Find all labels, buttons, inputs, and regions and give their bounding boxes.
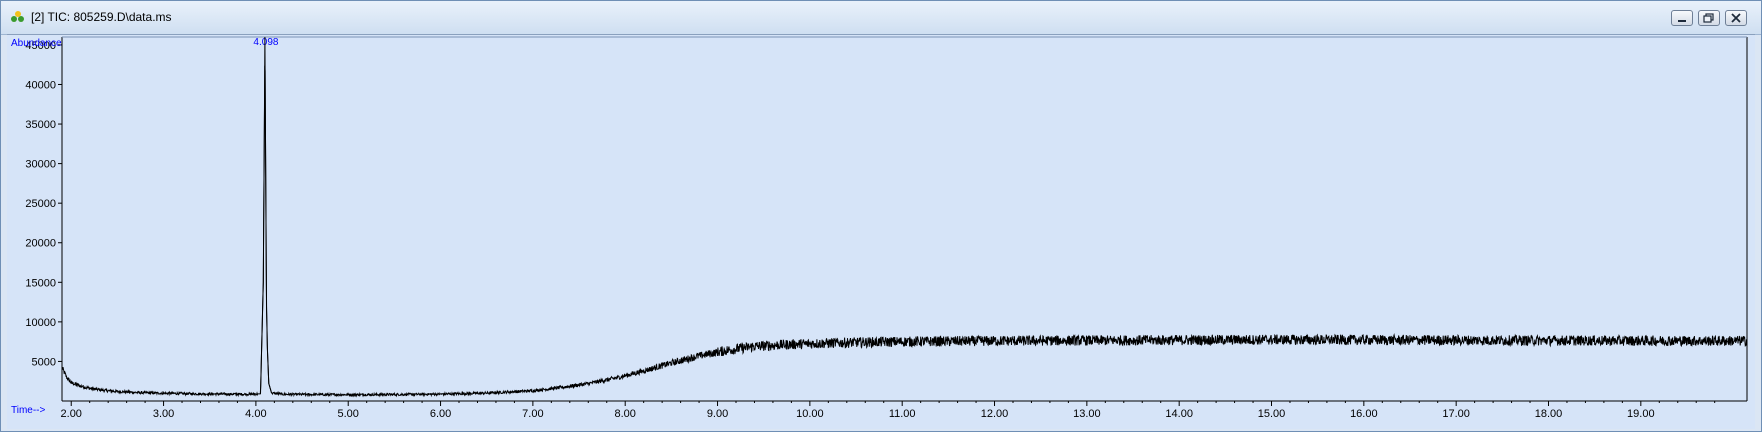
y-tick-label: 15000 xyxy=(25,277,56,289)
x-axis-label: Time--> xyxy=(11,405,46,416)
y-ticks: 5000 10000 15000 20000 25000 30000 35000 40000 4… xyxy=(25,40,62,368)
x-tick-label: 19.00 xyxy=(1627,408,1655,420)
y-tick-label: 10000 xyxy=(25,317,56,329)
close-button[interactable] xyxy=(1725,10,1747,26)
x-tick-label: 4.00 xyxy=(245,408,266,420)
y-tick-label: 45000 xyxy=(25,40,56,52)
tic-trace xyxy=(61,65,1748,398)
minimize-button[interactable] xyxy=(1671,10,1693,26)
tic-chromatogram-chart[interactable]: 5000 10000 15000 20000 25000 30000 35000 40000 4… xyxy=(7,35,1755,429)
restore-button[interactable] xyxy=(1698,10,1720,26)
x-tick-label: 18.00 xyxy=(1535,408,1563,420)
x-tick-label: 9.00 xyxy=(707,408,728,420)
restore-icon xyxy=(1703,13,1714,23)
peak-labels: 4.098 xyxy=(253,37,278,48)
x-ticks: 2.00 3.00 4.00 5.00 6.00 7.00 8.00 9.00 10.00 11.… xyxy=(61,401,1655,420)
y-tick-label: 30000 xyxy=(25,159,56,171)
x-tick-label: 14.00 xyxy=(1165,408,1193,420)
x-tick-label: 17.00 xyxy=(1442,408,1470,420)
x-tick-label: 8.00 xyxy=(614,408,635,420)
x-tick-label: 13.00 xyxy=(1073,408,1101,420)
x-tick-label: 2.00 xyxy=(61,408,82,420)
x-tick-label: 5.00 xyxy=(338,408,359,420)
y-tick-label: 25000 xyxy=(25,198,56,210)
y-axis-label: Abundance xyxy=(11,38,62,49)
x-minor-ticks xyxy=(89,401,1716,403)
x-tick-label: 3.00 xyxy=(153,408,174,420)
peak-trace xyxy=(260,36,273,394)
x-tick-label: 6.00 xyxy=(430,408,451,420)
peak-label: 4.098 xyxy=(253,37,278,48)
x-tick-label: 12.00 xyxy=(981,408,1009,420)
y-tick-label: 5000 xyxy=(32,356,56,368)
chromatogram-app-icon xyxy=(11,11,24,22)
x-tick-label: 7.00 xyxy=(522,408,543,420)
title-bar[interactable]: [2] TIC: 805259.D\data.ms xyxy=(1,1,1761,35)
x-tick-label: 15.00 xyxy=(1258,408,1286,420)
x-tick-label: 16.00 xyxy=(1350,408,1378,420)
y-tick-label: 35000 xyxy=(25,119,56,131)
minimize-icon xyxy=(1678,20,1686,22)
plot-area[interactable]: 5000 10000 15000 20000 25000 30000 35000 40000 4… xyxy=(7,34,1755,429)
y-tick-label: 20000 xyxy=(25,238,56,250)
y-tick-label: 40000 xyxy=(25,79,56,91)
close-icon xyxy=(1731,13,1741,23)
x-tick-label: 11.00 xyxy=(889,408,916,420)
x-tick-label: 10.00 xyxy=(796,408,824,420)
window-title: [2] TIC: 805259.D\data.ms xyxy=(31,10,172,24)
